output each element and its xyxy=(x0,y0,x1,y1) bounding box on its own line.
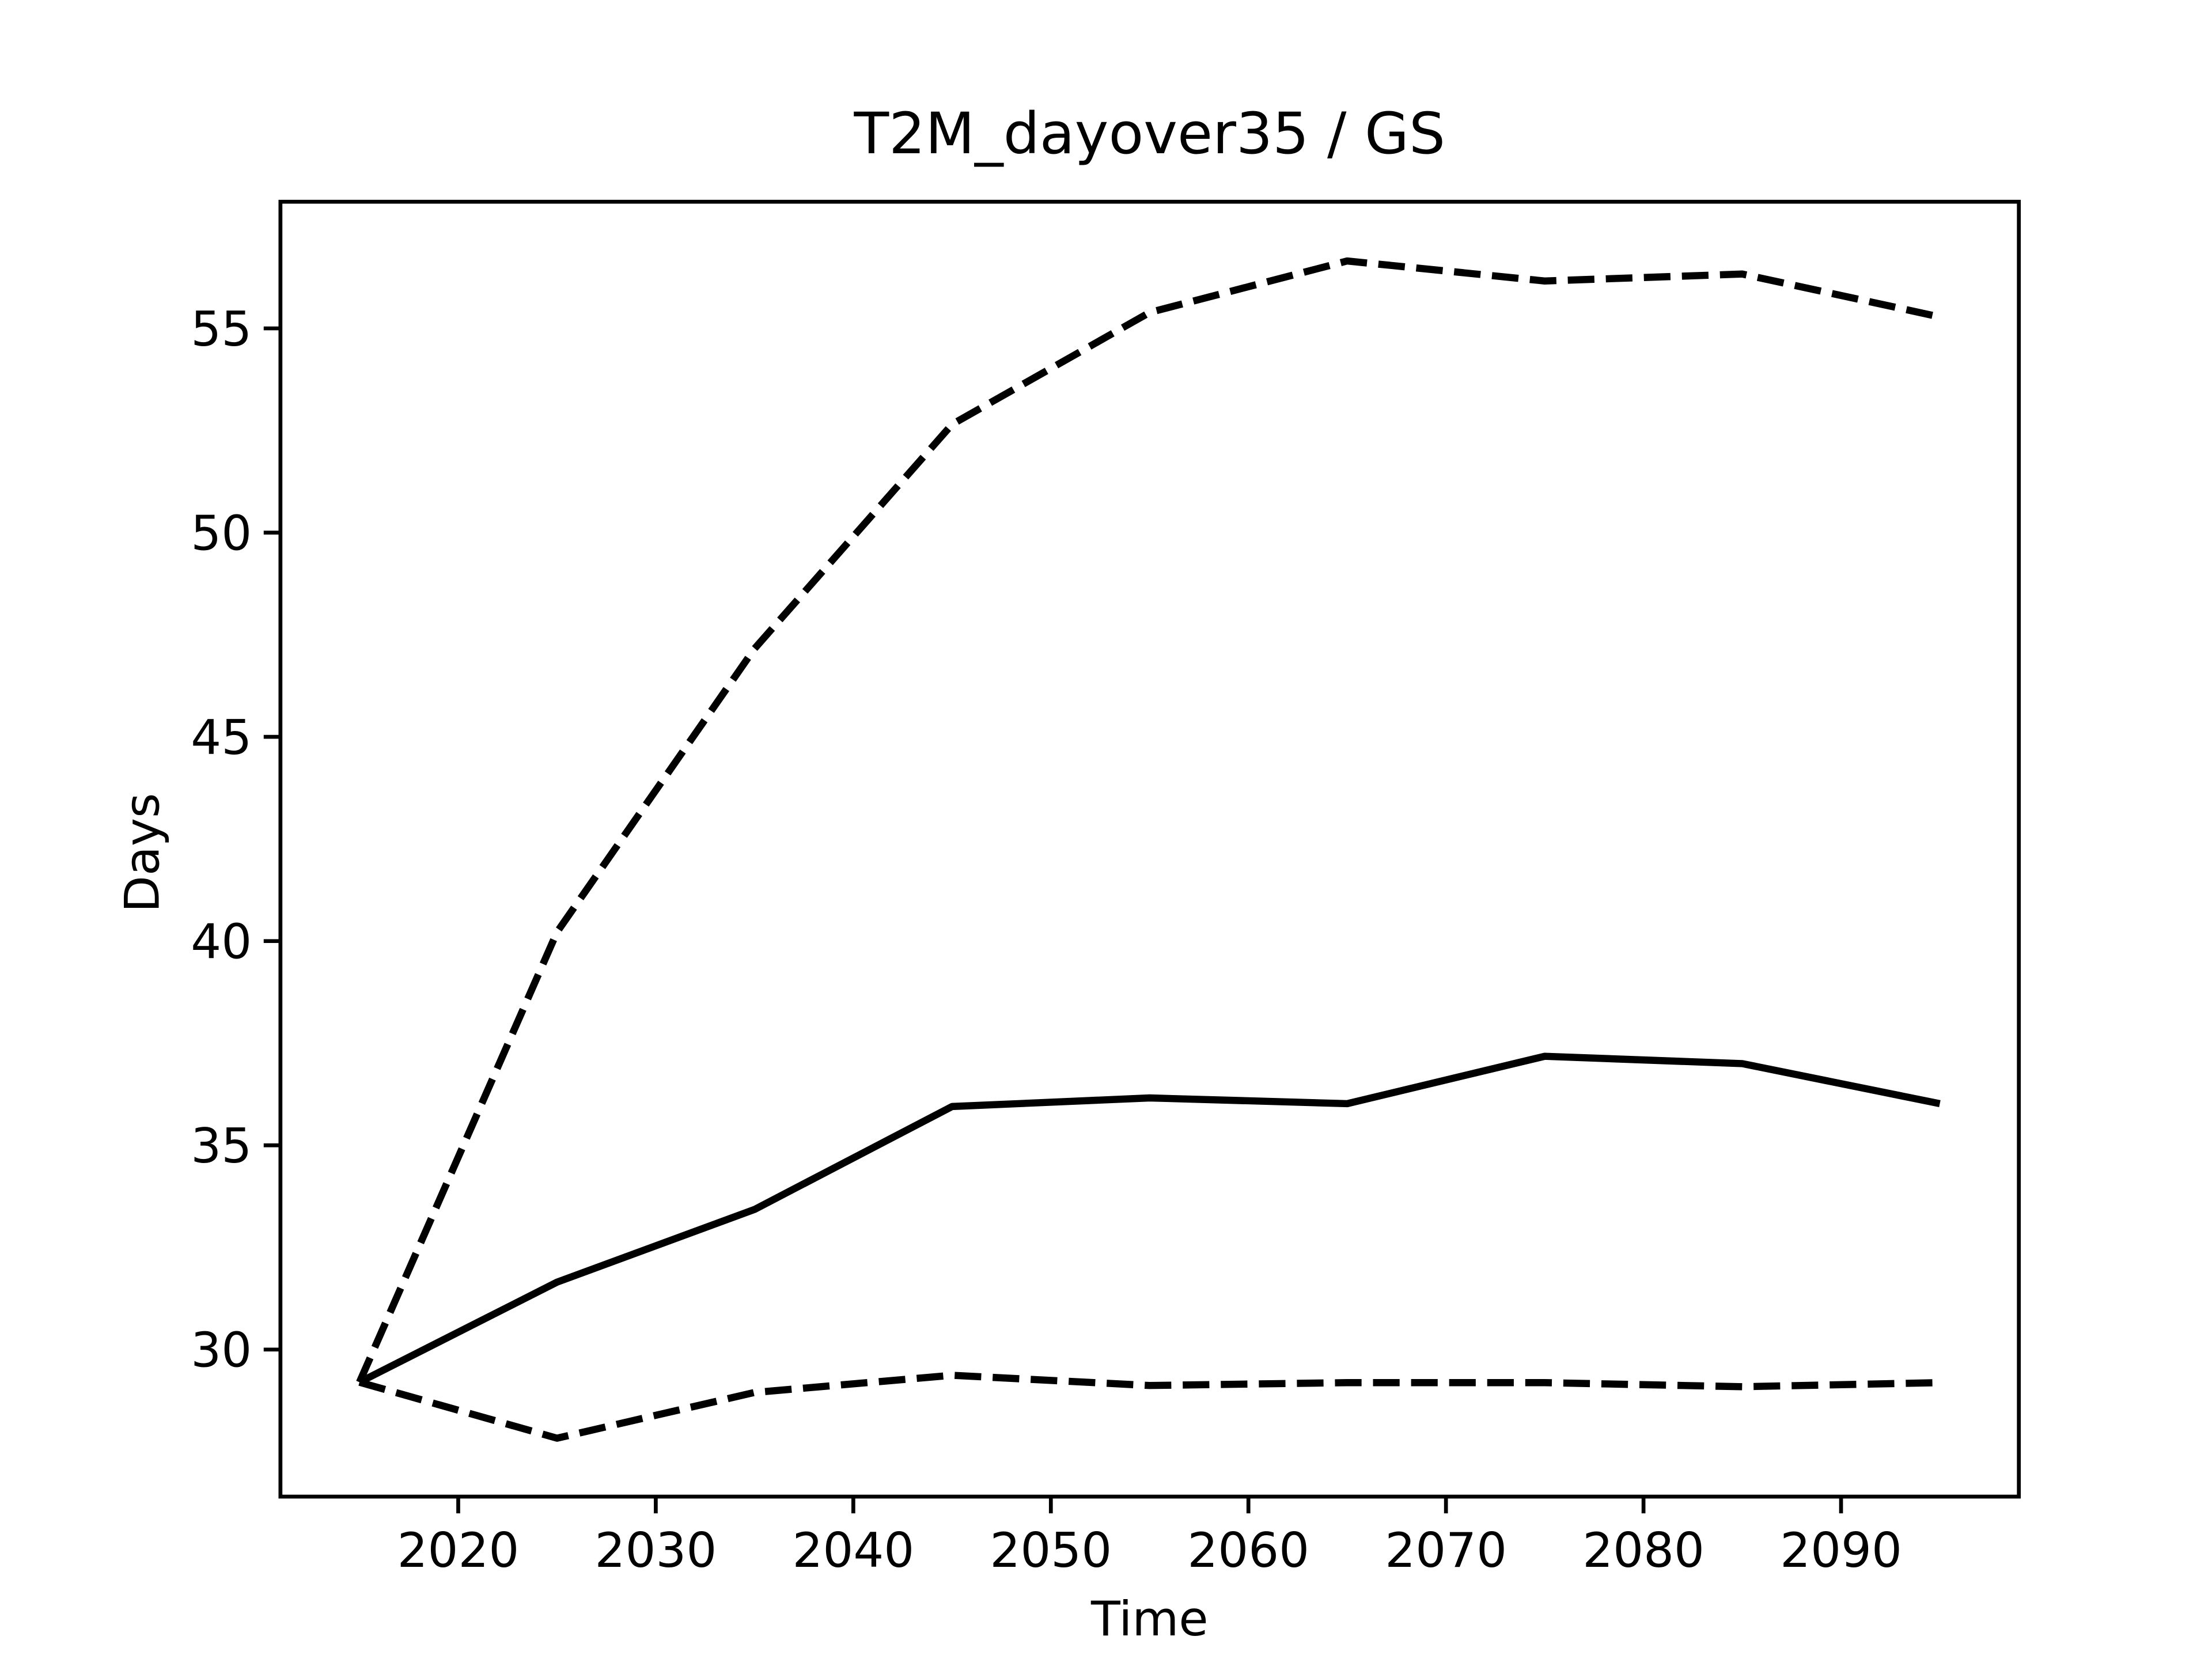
y-tick-label: 45 xyxy=(191,710,252,766)
chart-title: T2M_dayover35 / GS xyxy=(853,101,1445,167)
series-line xyxy=(358,1372,1940,1442)
x-tick-label: 2090 xyxy=(1780,1522,1902,1578)
y-tick-label: 50 xyxy=(191,505,252,561)
x-tick-label: 2080 xyxy=(1582,1522,1705,1578)
y-tick-label: 55 xyxy=(191,301,252,357)
series-line xyxy=(358,1052,1941,1386)
x-tick-label: 2060 xyxy=(1187,1522,1309,1578)
y-tick-label: 35 xyxy=(191,1118,252,1174)
x-tick-label: 2050 xyxy=(990,1522,1112,1578)
y-tick-label: 40 xyxy=(191,914,252,970)
x-tick-label: 2040 xyxy=(792,1522,914,1578)
x-tick-label: 2030 xyxy=(595,1522,717,1578)
y-axis-label: Days xyxy=(115,793,171,913)
x-tick-label: 2020 xyxy=(397,1522,520,1578)
y-tick-label: 30 xyxy=(191,1323,252,1378)
plot-frame xyxy=(278,199,2021,1499)
x-axis-label: Time xyxy=(1090,1591,1209,1647)
x-tick-label: 2070 xyxy=(1385,1522,1507,1578)
